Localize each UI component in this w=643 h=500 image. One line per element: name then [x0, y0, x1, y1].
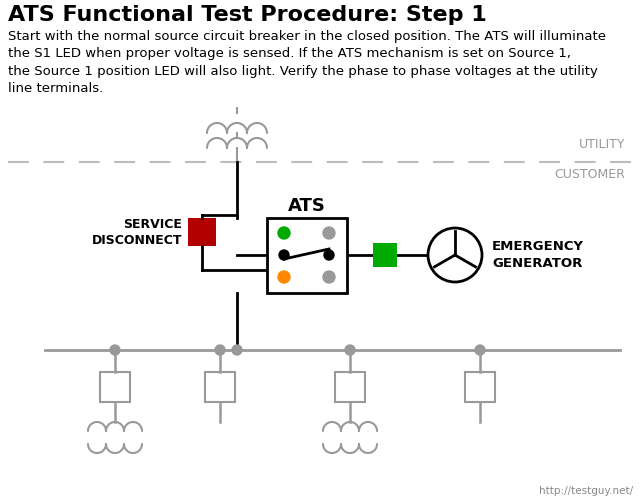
Text: EMERGENCY
GENERATOR: EMERGENCY GENERATOR [492, 240, 584, 270]
Bar [205, 372, 235, 402]
Text: Start with the normal source circuit breaker in the closed position. The ATS wil: Start with the normal source circuit bre… [8, 30, 606, 96]
Text: ATS: ATS [288, 197, 326, 215]
Circle shape [278, 227, 290, 239]
Bar [465, 372, 495, 402]
Bar [373, 243, 397, 267]
Circle shape [278, 271, 290, 283]
Bar [100, 372, 130, 402]
Text: ATS Functional Test Procedure: Step 1: ATS Functional Test Procedure: Step 1 [8, 5, 487, 25]
Circle shape [279, 250, 289, 260]
Text: CUSTOMER: CUSTOMER [554, 168, 625, 181]
Circle shape [345, 345, 355, 355]
Circle shape [232, 345, 242, 355]
Bar [188, 218, 216, 246]
Bar [335, 372, 365, 402]
Text: http://testguy.net/: http://testguy.net/ [539, 486, 633, 496]
Circle shape [428, 228, 482, 282]
Text: SERVICE
DISCONNECT: SERVICE DISCONNECT [91, 218, 182, 246]
Circle shape [110, 345, 120, 355]
Circle shape [475, 345, 485, 355]
Bar [267, 218, 347, 293]
Circle shape [323, 227, 335, 239]
Text: UTILITY: UTILITY [579, 138, 625, 151]
Circle shape [324, 250, 334, 260]
Circle shape [215, 345, 225, 355]
Circle shape [323, 271, 335, 283]
